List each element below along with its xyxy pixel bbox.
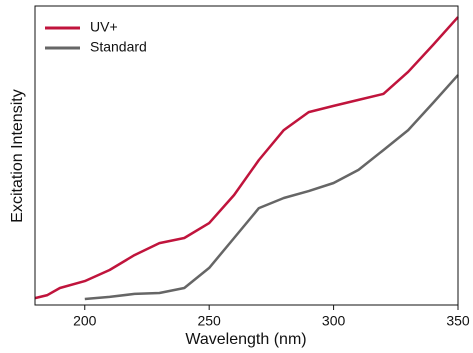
legend-label: UV+	[90, 19, 118, 35]
series-line	[34, 16, 459, 300]
plot-frame	[34, 5, 459, 306]
x-axis-label: Wavelength (nm)	[185, 331, 306, 348]
series-line	[84, 74, 459, 301]
x-tick-label: 300	[322, 313, 346, 329]
legend-label: Standard	[90, 39, 147, 55]
x-tick-label: 350	[446, 313, 470, 329]
x-tick-label: 200	[73, 313, 97, 329]
x-tick-label: 250	[197, 313, 221, 329]
y-axis-label: Excitation Intensity	[9, 89, 26, 222]
